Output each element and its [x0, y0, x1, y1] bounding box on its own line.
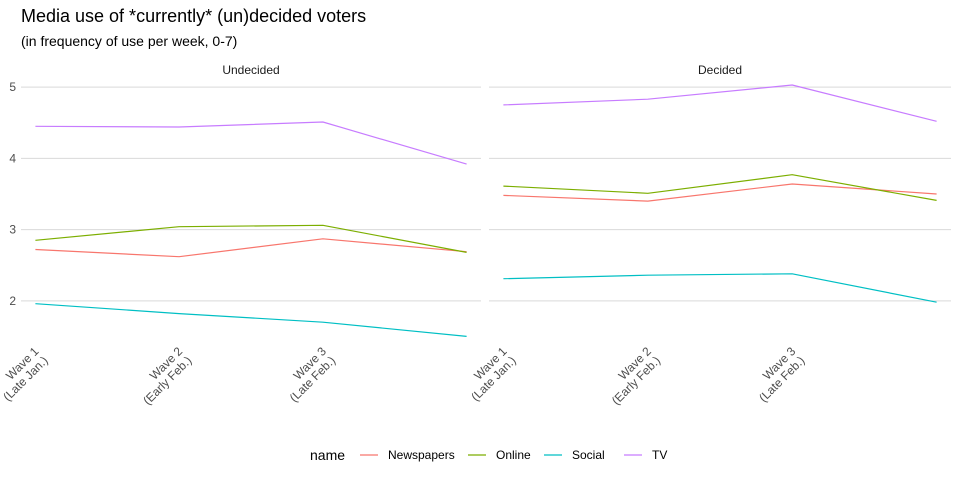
panel-label: Decided	[698, 63, 742, 77]
legend-item-tv: TV	[624, 448, 667, 462]
series-line-tv	[35, 121, 467, 165]
x-tick-label: Wave 1(Late Jan.)	[0, 344, 51, 404]
legend-label: Online	[496, 448, 531, 462]
series-line-online	[35, 224, 467, 253]
y-tick-label: 5	[9, 80, 16, 94]
legend: name Newspapers Online Social TV	[310, 447, 667, 463]
series-line-newspapers	[35, 238, 467, 258]
series-line-social	[503, 273, 937, 303]
series-line-tv	[503, 84, 937, 122]
legend-item-newspapers: Newspapers	[360, 448, 455, 462]
series-line-online	[503, 174, 937, 201]
series-line-newspapers	[503, 183, 937, 202]
legend-item-social: Social	[544, 448, 605, 462]
panels-layer: Undecided 2 3 4 5 Wave 1(Late Jan.) Wave 2(Ear…	[0, 63, 951, 408]
legend-label: TV	[652, 448, 667, 462]
x-tick-label: Wave 3(Late Feb.)	[747, 344, 808, 405]
x-tick-label: Wave 3(Late Feb.)	[278, 344, 339, 405]
panel-decided: Decided Wave 1(Late Jan.) Wave 2(Early Feb…	[459, 63, 951, 408]
y-tick-label: 4	[9, 151, 16, 165]
panel-undecided: Undecided 2 3 4 5 Wave 1(Late Jan.) Wave 2(Ear…	[0, 63, 481, 408]
legend-item-online: Online	[468, 448, 531, 462]
chart-subtitle: (in frequency of use per week, 0-7)	[21, 33, 237, 49]
panel-label: Undecided	[222, 63, 279, 77]
y-tick-label: 3	[9, 223, 16, 237]
y-tick-label: 2	[9, 294, 16, 308]
x-tick-label: Wave 2(Early Feb.)	[131, 344, 195, 408]
legend-label: Newspapers	[388, 448, 455, 462]
x-tick-label: Wave 1(Late Jan.)	[459, 344, 519, 404]
legend-label: Social	[572, 448, 605, 462]
legend-title: name	[310, 447, 345, 463]
chart-title: Media use of *currently* (un)decided vot…	[21, 6, 366, 26]
series-line-social	[35, 303, 467, 337]
x-tick-label: Wave 2(Early Feb.)	[600, 344, 664, 408]
